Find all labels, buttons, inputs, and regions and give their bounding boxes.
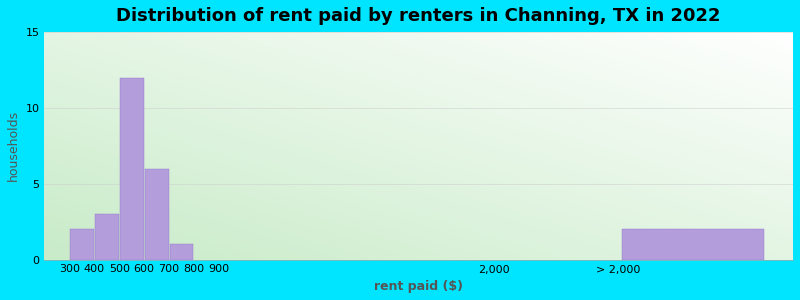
X-axis label: rent paid ($): rent paid ($) <box>374 280 463 293</box>
Bar <box>622 229 764 260</box>
Bar <box>70 229 94 260</box>
Bar <box>170 244 194 260</box>
Bar <box>145 169 169 260</box>
Bar <box>120 78 143 260</box>
Y-axis label: households: households <box>7 110 20 182</box>
Bar <box>95 214 118 260</box>
Title: Distribution of rent paid by renters in Channing, TX in 2022: Distribution of rent paid by renters in … <box>117 7 721 25</box>
